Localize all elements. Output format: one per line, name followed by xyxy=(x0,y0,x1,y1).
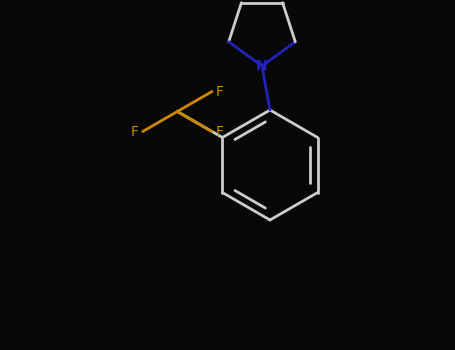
Text: F: F xyxy=(131,125,139,139)
Text: F: F xyxy=(216,125,224,139)
Text: N: N xyxy=(256,59,268,73)
Text: F: F xyxy=(216,84,224,98)
